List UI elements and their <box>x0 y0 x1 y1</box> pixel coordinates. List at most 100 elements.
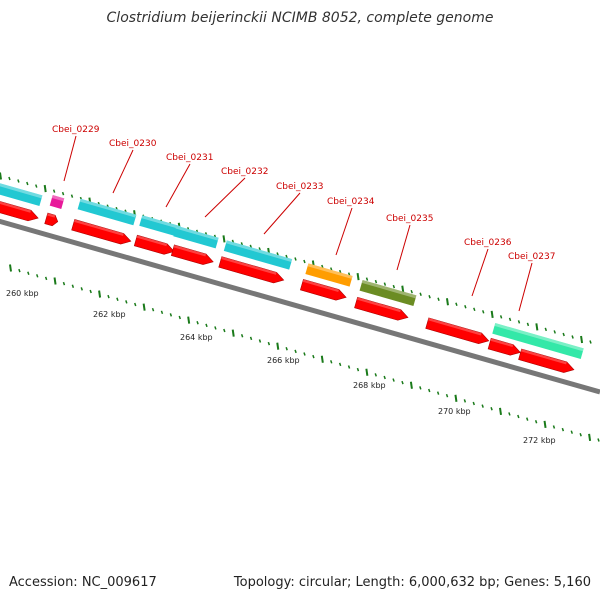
gene-label-line <box>518 262 533 312</box>
gene-label-line <box>165 163 191 208</box>
feature-tick <box>276 252 279 256</box>
ruler-tick <box>142 303 146 311</box>
ruler-tick <box>249 336 253 341</box>
feature-tick <box>8 176 11 181</box>
cds-arrow <box>71 219 132 245</box>
ruler-tick <box>526 417 529 421</box>
feature-tick <box>303 259 306 264</box>
ruler-tick <box>303 352 306 356</box>
ruler-tick <box>134 302 137 307</box>
feature-tick <box>562 332 565 337</box>
ruler-tick <box>223 328 226 333</box>
gene-label-line <box>396 224 411 271</box>
feature-tick <box>43 184 47 193</box>
ruler-tick <box>552 425 556 429</box>
genome-summary-text: Topology: circular; Length: 6,000,632 bp… <box>233 575 591 590</box>
cds-arrow <box>170 244 214 265</box>
kbp-label: 266 kbp <box>267 356 300 365</box>
feature-tick <box>410 289 413 294</box>
gene-label: Cbei_0236 <box>464 238 512 248</box>
ruler-tick <box>196 320 199 325</box>
ruler-tick <box>205 323 208 328</box>
ruler-tick <box>9 264 12 272</box>
gene-label: Cbei_0237 <box>508 252 555 262</box>
genome-backbone <box>0 218 600 395</box>
map-title: Clostridium beijerinckii NCIMB 8052, com… <box>106 10 494 26</box>
gene-feature-mint <box>492 323 584 359</box>
feature-tick <box>26 181 29 186</box>
ruler-tick <box>499 407 502 415</box>
ruler-tick <box>294 349 297 354</box>
ruler-tick <box>490 406 493 411</box>
ruler-tick <box>401 380 404 385</box>
cds-arrow <box>133 234 175 255</box>
ruler-tick <box>116 297 119 302</box>
ruler-tick <box>160 310 164 315</box>
ruler-tick <box>214 326 217 330</box>
ruler-tick <box>356 367 360 372</box>
ruler-tick <box>419 386 422 390</box>
kbp-label: 264 kbp <box>180 333 213 342</box>
cds-arrow <box>425 317 490 344</box>
feature-tick <box>70 194 74 198</box>
cds-arrow <box>218 256 285 284</box>
feature-tick <box>392 284 396 289</box>
ruler-tick <box>267 341 271 346</box>
ruler-ticks <box>9 264 600 442</box>
ruler-tick <box>71 284 75 288</box>
ruler-tick <box>570 430 573 434</box>
cds-arrow <box>518 348 575 373</box>
kbp-label: 260 kbp <box>6 289 39 298</box>
ruler-labels: 260 kbp 262 kbp 264 kbp 266 kbp 268 kbp 270 k… <box>6 289 556 445</box>
ruler-tick <box>285 347 288 351</box>
feature-tick <box>473 307 476 312</box>
ruler-tick <box>409 381 413 389</box>
ruler-tick <box>151 307 155 312</box>
feature-tick <box>356 272 360 281</box>
feature-tick <box>589 340 592 344</box>
ruler-tick <box>27 271 30 275</box>
ruler-tick <box>187 316 191 324</box>
ruler-tick <box>276 342 280 350</box>
ruler-tick <box>365 368 369 376</box>
gene-feature-cyan <box>0 179 43 207</box>
feature-tick <box>419 292 422 296</box>
ruler-tick <box>320 355 324 363</box>
feature-tick <box>580 335 584 344</box>
feature-tick <box>17 179 20 183</box>
ruler-tick <box>428 388 431 393</box>
feature-tick <box>535 323 539 331</box>
feature-tick <box>553 330 556 334</box>
ruler-tick <box>53 277 57 285</box>
feature-tick <box>61 191 65 196</box>
gene-label: Cbei_0231 <box>166 153 213 163</box>
feature-tick <box>499 315 503 319</box>
feature-tick <box>401 285 405 293</box>
feature-tick <box>0 172 2 180</box>
feature-tick <box>508 317 512 322</box>
feature-tick <box>52 189 56 193</box>
feature-tick <box>365 277 369 281</box>
ruler-tick <box>62 281 66 286</box>
feature-tick <box>428 294 431 299</box>
feature-tick <box>464 305 467 309</box>
ruler-tick <box>347 365 351 369</box>
feature-tick <box>35 184 38 188</box>
gene-feature-cyan <box>173 225 219 249</box>
ruler-tick <box>125 300 128 304</box>
ruler-tick <box>107 294 110 299</box>
gene-features <box>0 179 584 373</box>
ruler-tick <box>231 329 235 337</box>
ruler-tick <box>178 315 181 320</box>
gene-label-line <box>204 177 246 218</box>
ruler-tick <box>445 393 449 398</box>
gene-feature-cyan <box>139 215 181 237</box>
ruler-tick <box>517 414 520 419</box>
gene-feature-orange <box>305 263 353 287</box>
ruler-tick <box>44 276 48 281</box>
ruler-tick <box>588 433 592 442</box>
ruler-tick <box>597 438 600 442</box>
kbp-label: 268 kbp <box>353 381 386 390</box>
ruler-tick <box>392 378 395 382</box>
